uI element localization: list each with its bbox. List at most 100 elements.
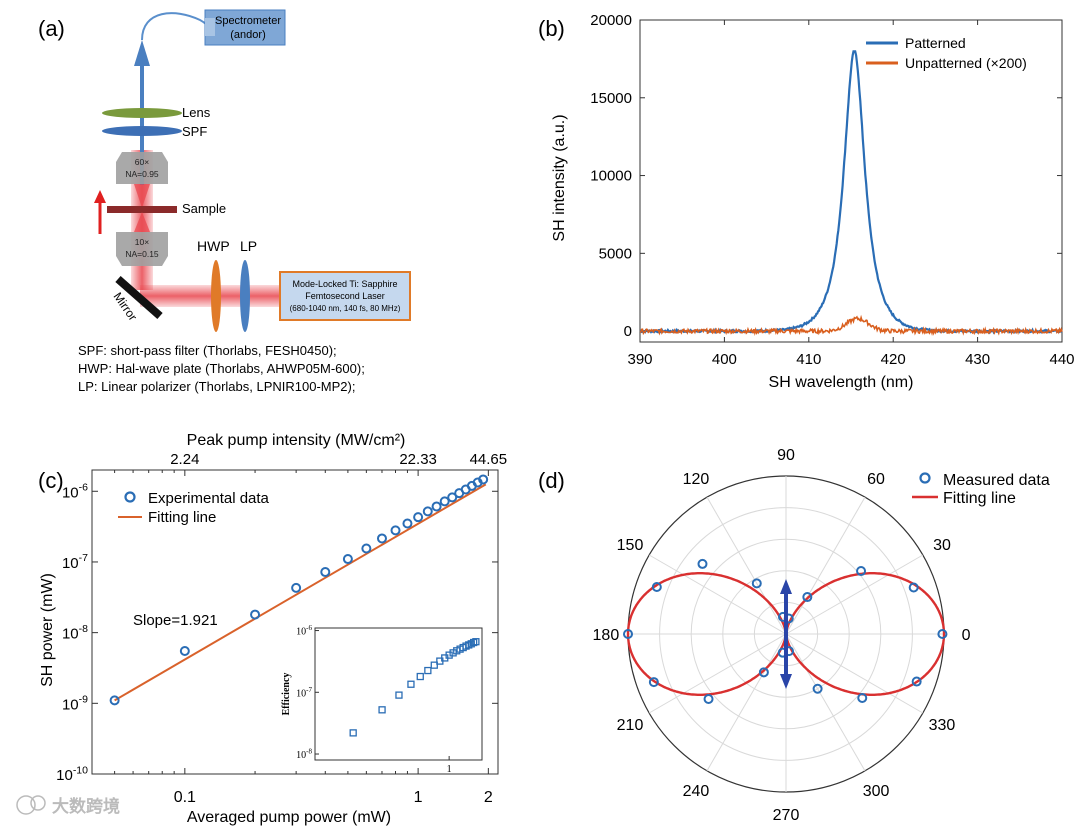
- setup-diagram: (a) Spectrometer (andor) Lens SPF 60× NA…: [38, 9, 411, 394]
- c-inset-data-point: [349, 729, 357, 737]
- c-inset-data-point: [378, 706, 386, 714]
- c-x-tick-label: 2: [484, 789, 493, 806]
- c-data-point: [376, 533, 387, 544]
- watermark-logo-icon: [16, 795, 36, 815]
- d-data-point: [802, 592, 813, 603]
- laser-label-3: (680-1040 nm, 140 fs, 80 MHz): [290, 304, 401, 313]
- d-data-point: [911, 676, 922, 687]
- c-legend-data-marker: [124, 491, 136, 503]
- objective-10x: [116, 232, 168, 266]
- d-legend-data-marker: [919, 472, 931, 484]
- d-polarization-arrow-up-icon: [780, 579, 792, 594]
- c-data-point: [447, 492, 458, 503]
- c-data-point: [291, 582, 302, 593]
- spectrometer-box: [204, 9, 286, 46]
- d-polar-spoke: [706, 496, 787, 635]
- c-y-tick-label: 10-10: [56, 764, 88, 784]
- objective-10x-na: NA=0.15: [125, 249, 159, 259]
- objective-10x-mag: 10×: [135, 237, 149, 247]
- laser-label-2: Femtosecond Laser: [305, 291, 385, 301]
- watermark-logo-icon-2: [30, 795, 46, 811]
- d-data-point: [857, 692, 868, 703]
- b-y-tick-label: 0: [624, 323, 632, 340]
- d-polar-spoke: [785, 554, 924, 635]
- c-x-tick-label: 1: [414, 789, 423, 806]
- c-inset-data-point: [395, 691, 403, 699]
- d-angle-label: 300: [863, 783, 890, 800]
- b-legend-patterned: Patterned: [905, 35, 966, 51]
- lens-element: [102, 108, 182, 118]
- c-data-point: [390, 525, 401, 536]
- c-inset-data-point: [416, 672, 424, 681]
- b-series-line-patterned: [639, 50, 1063, 335]
- c-inset-y-tick-label: 10-8: [296, 748, 312, 762]
- d-angle-label: 60: [867, 471, 885, 488]
- laser-label-1: Mode-Locked Ti: Sapphire: [292, 279, 397, 289]
- b-x-tick-label: 440: [1049, 351, 1074, 368]
- c-legend-data: Experimental data: [148, 490, 270, 507]
- c-inset-data-point: [472, 638, 480, 646]
- c-top-tick-label: 2.24: [170, 451, 199, 468]
- sample-label: Sample: [182, 201, 226, 216]
- d-angle-label: 240: [683, 783, 710, 800]
- c-data-point: [422, 506, 433, 517]
- c-plot-frame: [91, 469, 499, 775]
- c-top-tick-label: 22.33: [399, 451, 437, 468]
- panel-c-label: (c): [38, 468, 64, 493]
- hwp-label: HWP: [197, 238, 230, 254]
- spf-element: [102, 126, 182, 136]
- c-y-tick-label: 10-6: [62, 482, 88, 502]
- d-angle-label: 270: [773, 807, 800, 824]
- sample-element: [107, 206, 177, 213]
- c-data-point: [342, 554, 353, 565]
- mirror-element: [115, 275, 163, 320]
- d-polar-spoke: [648, 554, 787, 635]
- b-x-tick-label: 400: [712, 351, 737, 368]
- objective-60x-na: NA=0.95: [125, 169, 159, 179]
- d-data-point: [623, 629, 633, 639]
- d-angle-label: 90: [777, 447, 795, 464]
- c-data-point: [413, 512, 424, 523]
- note-lp: LP: Linear polarizer (Thorlabs, LPNIR100…: [78, 379, 355, 394]
- d-data-point: [908, 582, 919, 593]
- horizontal-laser-beam: [140, 285, 280, 307]
- c-slope-annotation: Slope=1.921: [133, 612, 218, 629]
- lp-label: LP: [240, 238, 257, 254]
- watermark: 大数跨境: [16, 795, 120, 816]
- d-angle-label: 30: [933, 537, 951, 554]
- c-data-point: [361, 543, 372, 554]
- b-legend-unpatterned: Unpatterned (×200): [905, 55, 1027, 71]
- c-data-point: [320, 567, 331, 578]
- optical-fiber: [141, 12, 213, 41]
- scan-direction-arrow-icon: [94, 190, 106, 203]
- sh-signal-arrow-icon: [134, 40, 150, 66]
- hwp-element: [211, 260, 221, 332]
- c-inset-x-tick-label: 1: [447, 764, 452, 775]
- d-polar-spoke: [648, 633, 787, 714]
- d-polar-spoke: [706, 633, 787, 772]
- b-y-axis-label: SH intensity (a.u.): [551, 114, 568, 241]
- watermark-text: 大数跨境: [52, 796, 120, 816]
- c-inset-data-point: [407, 680, 415, 688]
- d-data-point: [648, 677, 659, 688]
- c-inset-data-point: [424, 666, 432, 675]
- d-data-point: [856, 566, 867, 577]
- c-y-tick-label: 10-9: [62, 694, 88, 714]
- d-polar-spoke: [785, 633, 924, 714]
- d-polarization-arrow-down-icon: [780, 674, 792, 689]
- c-inset-data-point: [430, 661, 438, 669]
- objective-60x-mag: 60×: [135, 157, 149, 167]
- b-x-tick-label: 410: [796, 351, 821, 368]
- laser-box: [279, 271, 411, 321]
- c-data-point: [478, 474, 489, 485]
- c-legend-fit: Fitting line: [148, 509, 216, 526]
- b-x-tick-label: 420: [881, 351, 906, 368]
- d-fit-curve: [626, 572, 946, 696]
- d-angle-label: 0: [962, 627, 971, 644]
- c-data-point: [179, 645, 190, 656]
- spf-label: SPF: [182, 124, 207, 139]
- c-inset-data-point: [445, 651, 453, 659]
- power-scaling-chart: (c) 0.1 1 2 2.24 22.33 44.65 10-10 10-9 10-8 10-7…: [38, 432, 507, 826]
- b-x-tick-label: 430: [965, 351, 990, 368]
- d-data-point: [651, 581, 662, 592]
